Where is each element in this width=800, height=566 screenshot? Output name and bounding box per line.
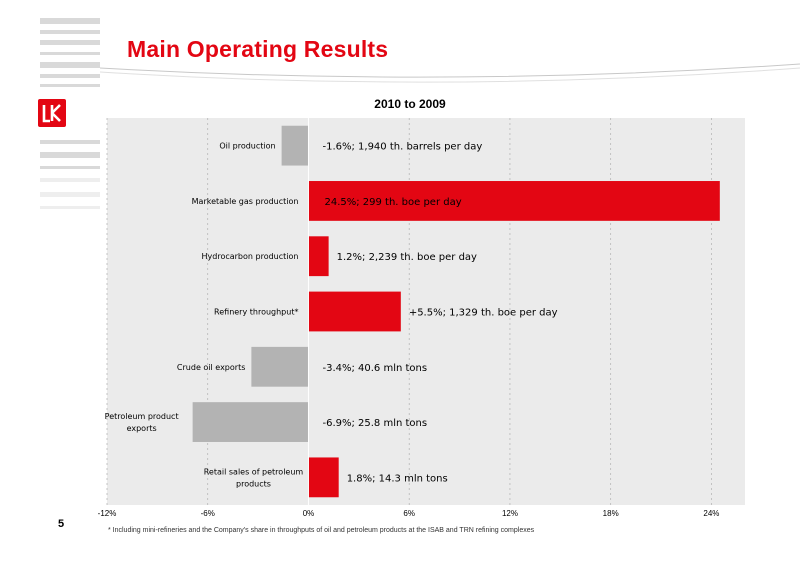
data-label: 1.8%; 14.3 mln tons xyxy=(347,473,448,484)
page-number: 5 xyxy=(58,518,65,530)
bar xyxy=(251,346,309,387)
x-tick-label: -6% xyxy=(201,509,215,518)
x-tick-label: 6% xyxy=(403,509,415,518)
category-label: exports xyxy=(127,424,157,433)
data-label: -1.6%; 1,940 th. barrels per day xyxy=(322,142,482,153)
data-label: 24.5%; 299 th. boe per day xyxy=(324,197,461,208)
x-tick-label: -12% xyxy=(98,509,117,518)
bar xyxy=(308,457,339,498)
category-label: Crude oil exports xyxy=(177,363,245,372)
x-tick-label: 0% xyxy=(303,509,315,518)
category-label: products xyxy=(236,479,271,488)
footnote: * Including mini-refineries and the Comp… xyxy=(108,527,535,534)
category-label: Refinery throughput* xyxy=(214,308,298,317)
bar xyxy=(308,181,720,221)
bar xyxy=(192,402,309,442)
data-label: 1.2%; 2,239 th. boe per day xyxy=(337,252,477,263)
data-label: +5.5%; 1,329 th. boe per day xyxy=(409,308,558,319)
x-tick-label: 18% xyxy=(603,509,619,518)
lukoil-logo-icon xyxy=(42,104,61,123)
category-label: Retail sales of petroleum xyxy=(204,467,304,476)
bar xyxy=(281,125,309,166)
decorative-stripes xyxy=(40,18,100,209)
page-title: Main Operating Results xyxy=(127,36,389,62)
title-underline-swoosh xyxy=(100,63,800,83)
category-label: Petroleum product xyxy=(105,412,179,421)
category-label: Hydrocarbon production xyxy=(202,252,299,261)
category-label: Marketable gas production xyxy=(192,197,299,206)
bar xyxy=(308,236,329,277)
x-tick-label: 12% xyxy=(502,509,518,518)
data-label: -6.9%; 25.8 mln tons xyxy=(322,418,427,429)
category-label: Oil production xyxy=(219,142,275,151)
data-label: -3.4%; 40.6 mln tons xyxy=(322,363,427,374)
x-tick-label: 24% xyxy=(703,509,719,518)
chart-title: 2010 to 2009 xyxy=(374,97,446,111)
company-logo xyxy=(38,99,66,127)
bar xyxy=(308,291,401,332)
